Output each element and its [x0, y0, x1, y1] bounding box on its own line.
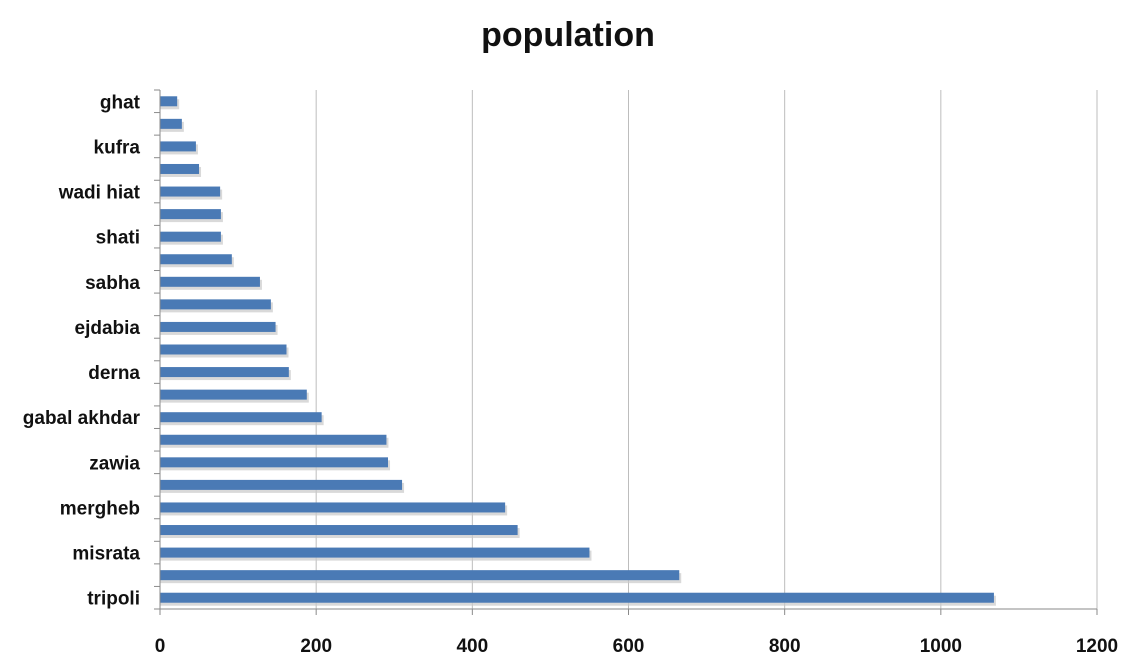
category-label-ghat: ghat: [100, 92, 141, 113]
bar-wadi-hiat: [160, 186, 221, 197]
bar-tripoli: [160, 592, 994, 603]
category-label-derna: derna: [88, 363, 140, 384]
category-label-kufra: kufra: [94, 137, 141, 158]
category-label-misrata: misrata: [72, 544, 140, 565]
x-tick-label-600: 600: [613, 636, 645, 656]
x-tick-label-800: 800: [769, 636, 801, 656]
bar-ghat: [160, 96, 178, 107]
bar-row-5: [160, 479, 403, 490]
bar-mergheb: [160, 502, 506, 513]
category-label-sabha: sabha: [85, 273, 140, 294]
bar-kufra: [160, 141, 196, 152]
chart-title: population: [481, 16, 655, 54]
bar-zawia: [160, 457, 389, 468]
bar-row-21: [160, 118, 182, 129]
x-tick-label-400: 400: [456, 636, 488, 656]
category-label-ejdabia: ejdabia: [75, 318, 141, 339]
category-label-gabal-akhdar: gabal akhdar: [23, 408, 141, 429]
bar-sabha: [160, 276, 260, 287]
bar-ejdabia: [160, 321, 276, 332]
x-tick-label-1000: 1000: [920, 636, 962, 656]
x-tick-label-1200: 1200: [1076, 636, 1118, 656]
bar-misrata: [160, 547, 590, 558]
bar-row-15: [160, 254, 232, 265]
bar-row-1: [160, 570, 680, 581]
bar-row-19: [160, 163, 200, 174]
category-labels: tripoli misrata mergheb zawia gabal akhdar de…: [23, 92, 141, 609]
category-label-mergheb: mergheb: [60, 498, 140, 519]
category-label-shati: shati: [96, 228, 140, 249]
bar-derna: [160, 367, 289, 378]
category-label-tripoli: tripoli: [87, 589, 140, 610]
bar-gabal-akhdar: [160, 412, 322, 423]
gridlines: [315, 90, 1098, 609]
axes: [154, 89, 1098, 615]
bar-row-13: [160, 299, 271, 310]
bar-shati: [160, 231, 221, 242]
bar-row-3: [160, 525, 518, 536]
bar-row-11: [160, 344, 287, 355]
bar-row-17: [160, 209, 221, 220]
x-tick-label-200: 200: [300, 636, 332, 656]
bar-row-9: [160, 389, 307, 400]
category-label-zawia: zawia: [89, 453, 140, 474]
bar-row-7: [160, 434, 387, 445]
bars: [160, 96, 996, 606]
x-tick-label-0: 0: [155, 636, 166, 656]
category-label-wadi-hiat: wadi hiat: [58, 183, 141, 204]
x-tick-labels: 0 200 400 600 800 1000 1200: [155, 636, 1118, 656]
